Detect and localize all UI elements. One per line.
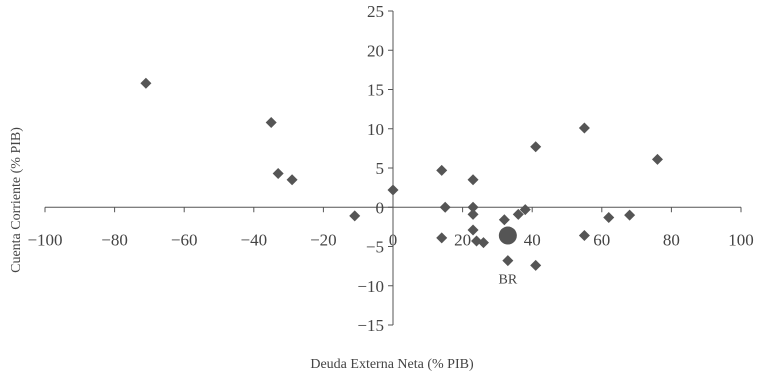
x-tick-label: −20 (310, 230, 337, 249)
x-tick-label: −40 (241, 230, 268, 249)
x-tick-label: 40 (524, 230, 541, 249)
highlight-label: BR (498, 273, 517, 288)
data-point (512, 208, 524, 220)
data-point (624, 209, 636, 221)
data-point (530, 141, 542, 153)
x-tick-label: −80 (101, 230, 128, 249)
data-point (436, 232, 448, 244)
data-point (467, 208, 479, 220)
y-tick-label: 0 (376, 198, 385, 217)
data-point (286, 174, 298, 186)
y-tick-label: 10 (367, 120, 384, 139)
data-points (140, 77, 663, 271)
data-point (530, 259, 542, 271)
x-tick-label: −100 (27, 230, 62, 249)
y-tick-label: 15 (367, 81, 384, 100)
data-point (436, 164, 448, 176)
data-point (467, 224, 479, 236)
x-ticks: −100 −80 −60 −40 −20 0 20 40 60 80 100 (27, 207, 754, 249)
y-tick-label: 25 (367, 2, 384, 21)
x-tick-label: 60 (593, 230, 610, 249)
x-tick-label: 80 (663, 230, 680, 249)
highlight-point (498, 226, 517, 245)
data-point (272, 167, 284, 179)
x-tick-label: 0 (389, 230, 398, 249)
y-tick-label: 20 (367, 41, 384, 60)
x-tick-label: 20 (454, 230, 471, 249)
highlight-group: BR (498, 226, 518, 288)
x-tick-label: 100 (728, 230, 754, 249)
data-point (502, 255, 514, 267)
data-point (387, 184, 399, 196)
y-tick-label: −10 (357, 277, 384, 296)
data-point (651, 153, 663, 165)
y-tick-label: −5 (366, 238, 384, 257)
data-point (498, 214, 510, 226)
y-ticks: −15 −10 −5 0 5 10 15 20 25 (357, 2, 393, 335)
data-point (467, 174, 479, 186)
data-point (477, 237, 489, 249)
x-axis-title: Deuda Externa Neta (% PIB) (310, 357, 474, 372)
data-point (140, 77, 152, 89)
data-point (603, 211, 615, 223)
data-point (519, 204, 531, 216)
x-tick-label: −60 (171, 230, 198, 249)
y-tick-label: 5 (376, 159, 385, 178)
data-point (467, 201, 479, 213)
y-axis-title: Cuenta Corriente (% PIB) (9, 127, 24, 273)
data-point (265, 116, 277, 128)
data-point (578, 122, 590, 134)
data-point (439, 201, 451, 213)
data-point (578, 230, 590, 242)
data-point (349, 210, 361, 222)
y-tick-label: −15 (357, 316, 384, 335)
